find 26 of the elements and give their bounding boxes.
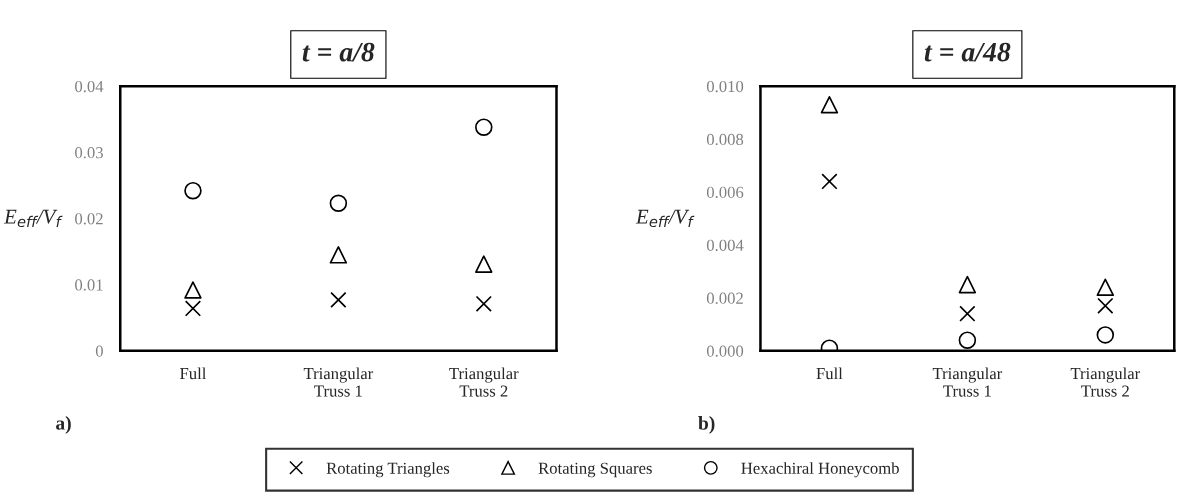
x-tick-label: Full [816,367,843,380]
x-tick-label: Triangular Truss 1 [932,367,1003,397]
x-tick-label: Triangular Truss 2 [1070,367,1141,397]
chart-title: t = a/8 [302,42,375,62]
legend-label: Rotating Triangles [326,462,450,478]
y-tick-label: 0 [95,345,103,357]
y-tick-label: 0.000 [706,345,744,357]
y-tick-label: 0.03 [75,147,103,159]
legend-label: Rotating Squares [538,462,652,478]
y-axis-title: E$_{eff}$/V$_{f}$ [635,209,695,228]
y-tick-label: 0.01 [75,279,103,291]
y-axis-title: E$_{eff}$/V$_{f}$ [3,209,63,228]
x-tick-label: Triangular Truss 1 [303,367,374,397]
text: a) [56,416,71,434]
x-tick-label: Triangular Truss 2 [449,367,519,397]
y-tick-label: 0.002 [706,292,743,304]
y-tick-label: 0.008 [706,133,744,146]
legend-label: Hexachiral Honeycomb [741,462,899,478]
y-tick-label: 0.004 [706,239,744,251]
y-tick-label: 0.010 [706,80,744,93]
x-tick-label: Full [180,367,207,380]
y-tick-label: 0.006 [706,186,744,199]
y-tick-label: 0.02 [75,213,103,225]
text: b) [698,416,715,434]
chart-title: t = a/48 [924,42,1011,62]
y-tick-label: 0.04 [75,80,104,93]
